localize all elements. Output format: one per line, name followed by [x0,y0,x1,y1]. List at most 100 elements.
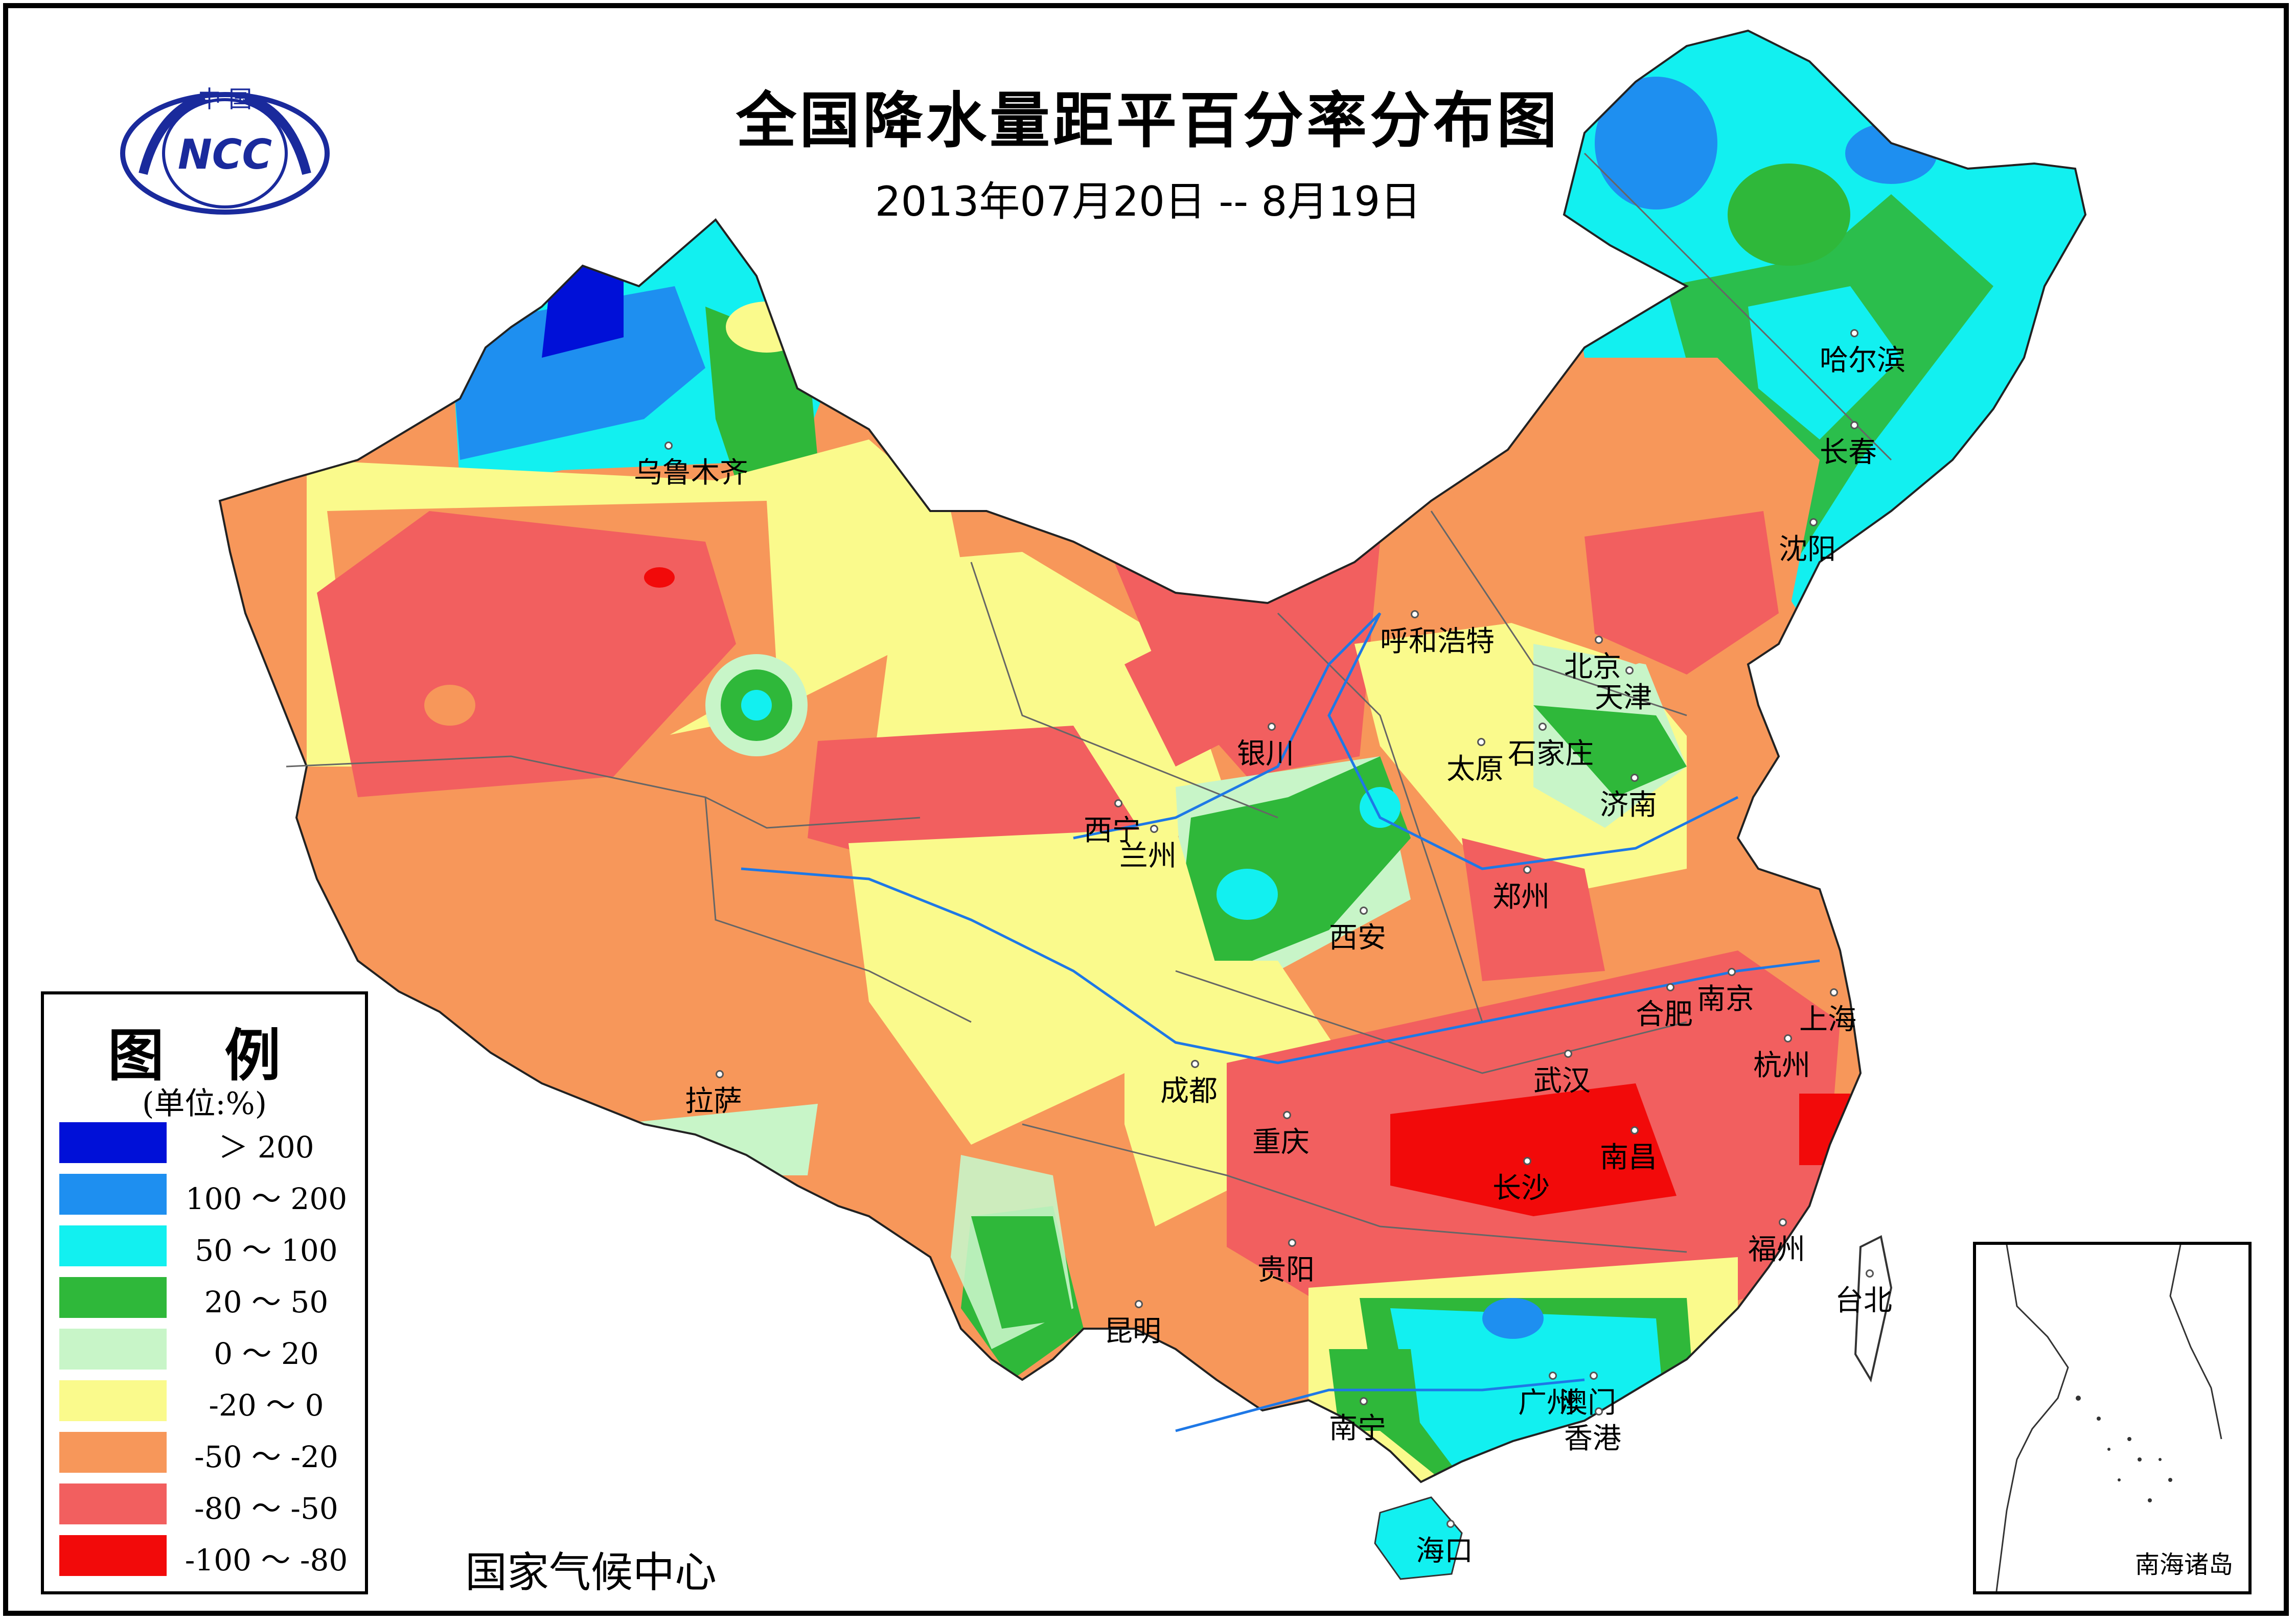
legend-label: 20 ～ 50 [204,1285,329,1319]
city-marker-icon [1539,723,1547,731]
city-marker-icon [1625,666,1634,675]
legend-label: -50 ～ -20 [194,1440,338,1474]
legend-label: 100 ～ 200 [185,1181,348,1216]
legend-label: -20 ～ 0 [209,1388,324,1423]
city-marker-icon [1523,1157,1531,1165]
city-label: 上海 [1799,1003,1856,1036]
map-subtitle: 2013年07月20日 -- 8月19日 [875,178,1421,225]
city-label: 澳门 [1559,1386,1616,1420]
legend-item: ＞ 200 [54,1117,361,1165]
city-label: 昆明 [1104,1315,1161,1348]
city-marker-icon [1135,1300,1143,1308]
legend-label: -100 ～ -80 [185,1543,348,1578]
city-marker-icon [1114,799,1122,807]
legend-swatch [59,1122,167,1163]
city-marker-icon [1595,636,1603,644]
legend-swatch [59,1535,167,1576]
legend-item: -80 ～ -50 [54,1478,361,1526]
city-label: 合肥 [1636,998,1693,1031]
legend-item: 100 ～ 200 [54,1169,361,1216]
city-marker-icon [716,1070,724,1078]
city-marker-icon [1809,518,1818,526]
city-label: 海口 [1416,1535,1473,1568]
city-label: 香港 [1564,1422,1621,1455]
city-label: 重庆 [1252,1126,1310,1159]
city-marker-icon [1631,1126,1639,1134]
city-label: 杭州 [1753,1049,1810,1082]
legend-label: ＞ 200 [218,1130,314,1165]
city-marker-icon [1866,1269,1874,1278]
city-label: 福州 [1748,1233,1805,1266]
logo-top-text: 中 国 [198,85,252,113]
city-marker-icon [1850,329,1858,337]
hainan-island [1374,1496,1463,1580]
city-marker-icon [1447,1520,1455,1528]
city-marker-icon [1728,968,1736,976]
legend-title: 图 例 [107,1023,302,1088]
city-marker-icon [1564,1050,1572,1058]
city-marker-icon [1268,723,1276,731]
city-label: 南宁 [1329,1412,1386,1445]
city-label: 哈尔滨 [1820,344,1905,377]
city-marker-icon [1523,866,1531,874]
legend-swatch [59,1225,167,1266]
city-marker-icon [1191,1060,1199,1068]
city-marker-icon [664,442,673,450]
inset-map [1995,1244,2222,1592]
legend-item: -100 ～ -80 [54,1530,361,1578]
city-marker-icon [1150,825,1158,833]
city-marker-icon [1850,421,1858,429]
inset-label: 南海诸岛 [2134,1550,2233,1579]
city-marker-icon [1549,1372,1557,1380]
city-label: 贵阳 [1257,1254,1315,1287]
legend-unit: (单位:%) [142,1086,267,1122]
city-label: 成都 [1160,1075,1218,1108]
china-landmass [220,31,2085,1482]
rivers [741,612,1820,1432]
city-label: 沈阳 [1779,533,1836,566]
legend-label: 0 ～ 20 [214,1336,319,1371]
city-label: 天津 [1595,681,1652,714]
city-marker-icon [1288,1239,1296,1247]
city-label: 武汉 [1533,1064,1591,1098]
city-marker-icon [1631,774,1639,782]
city-marker-icon [1411,610,1419,618]
city-label: 拉萨 [685,1085,742,1118]
city-label: 银川 [1237,737,1294,771]
legend-label: -80 ～ -50 [194,1491,338,1526]
city-marker-icon [1283,1111,1291,1119]
province-borders [286,152,1892,1253]
city-marker-icon [1830,988,1838,996]
city-marker-icon [1360,1397,1368,1405]
legend-swatch [59,1483,167,1524]
map-title: 全国降水量距平百分率分布图 [736,85,1560,156]
city-label: 济南 [1600,789,1657,822]
legend-label: 50 ～ 100 [195,1233,338,1268]
city-marker-icon [1784,1034,1792,1042]
city-marker-icon [1779,1218,1787,1226]
city-marker-icon [1590,1372,1598,1380]
ncc-logo: NCC 中 国 [120,85,330,215]
legend-swatch [59,1380,167,1421]
taiwan-island [1854,1235,1893,1383]
city-label: 北京 [1564,651,1621,684]
city-marker-icon [1477,738,1485,746]
legend-item: 20 ～ 50 [54,1272,361,1319]
city-label: 乌鲁木齐 [634,456,748,490]
legend-item: -50 ～ -20 [54,1427,361,1474]
source-label: 国家气候中心 [465,1548,717,1597]
south-china-sea-inset: 南海诸岛 [1973,1242,2252,1594]
city-label: 南京 [1697,983,1754,1016]
city-marker-icon [1360,907,1368,915]
city-label: 西安 [1329,921,1386,955]
city-marker-icon [1595,1407,1603,1416]
city-label: 南昌 [1600,1141,1657,1174]
city-label: 郑州 [1493,880,1550,914]
city-label: 广州 [1518,1386,1575,1420]
city-label: 长沙 [1493,1172,1550,1205]
city-label: 呼和浩特 [1380,625,1495,658]
logo-center-text: NCC [178,131,272,178]
city-label: 西宁 [1084,814,1141,847]
city-label: 太原 [1447,753,1504,786]
